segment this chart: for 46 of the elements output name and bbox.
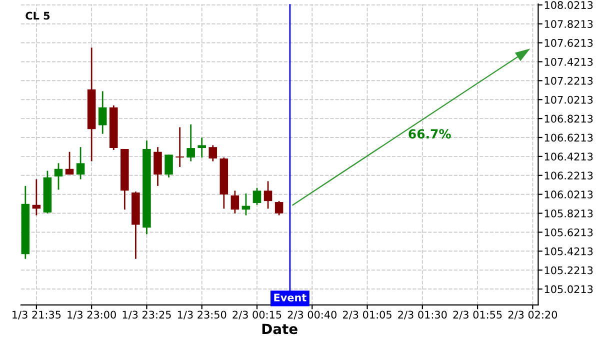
x-tick-label: 1/3 23:25 (122, 310, 171, 320)
candlestick (32, 178, 41, 216)
candlestick (65, 151, 74, 176)
y-tick-label: 106.4213 (544, 152, 593, 161)
candlestick (264, 180, 272, 210)
y-tick-label: 106.8213 (544, 114, 593, 123)
annotation: 66.7% (408, 129, 451, 139)
x-axis-title: Date (262, 324, 298, 334)
candlestick (230, 190, 240, 214)
candlestick (208, 144, 218, 162)
candlestick (76, 146, 85, 180)
candlestick (274, 200, 284, 216)
candlestick (54, 162, 63, 190)
y-tick-label: 107.6213 (544, 39, 593, 47)
x-tick-label: 1/3 23:50 (178, 310, 226, 320)
candlestick (198, 136, 206, 158)
y-tick-label: 106.2213 (544, 172, 593, 180)
candlestick (164, 154, 173, 178)
y-tick-label: 107.0213 (544, 96, 593, 104)
candlestick (98, 90, 107, 135)
candlestick (252, 187, 262, 206)
annotation: Event (274, 294, 306, 302)
y-tick-label: 107.4213 (544, 58, 593, 66)
y-tick-label: 108.0213 (544, 1, 593, 10)
x-tick-label: 2/3 01:05 (342, 310, 392, 320)
candlestick (176, 126, 184, 168)
y-tick-label: 106.0213 (544, 190, 593, 198)
x-tick-label: 2/3 00:15 (232, 310, 282, 320)
x-tick-label: 2/3 01:30 (398, 310, 447, 320)
candlestick (242, 192, 250, 216)
x-tick-label: 1/3 21:35 (12, 310, 61, 320)
x-tick-label: 2/3 00:40 (288, 310, 336, 320)
y-tick-label: 107.2213 (544, 76, 593, 85)
y-tick-label: 105.4213 (544, 247, 593, 256)
y-tick-label: 105.8213 (544, 209, 593, 218)
y-tick-label: 105.6213 (544, 228, 593, 236)
x-tick-label: 2/3 01:55 (453, 310, 502, 320)
x-tick-label: 1/3 23:00 (68, 310, 116, 320)
candlestick (154, 146, 162, 187)
text: CL 5 (26, 12, 50, 20)
y-tick-label: 106.6213 (544, 134, 593, 142)
y-tick-label: 105.2213 (544, 266, 593, 274)
x-tick-label: 2/3 02:20 (508, 310, 558, 320)
candlestick (186, 124, 195, 162)
y-tick-label: 105.0213 (544, 285, 593, 294)
y-tick-label: 107.8213 (544, 20, 593, 28)
